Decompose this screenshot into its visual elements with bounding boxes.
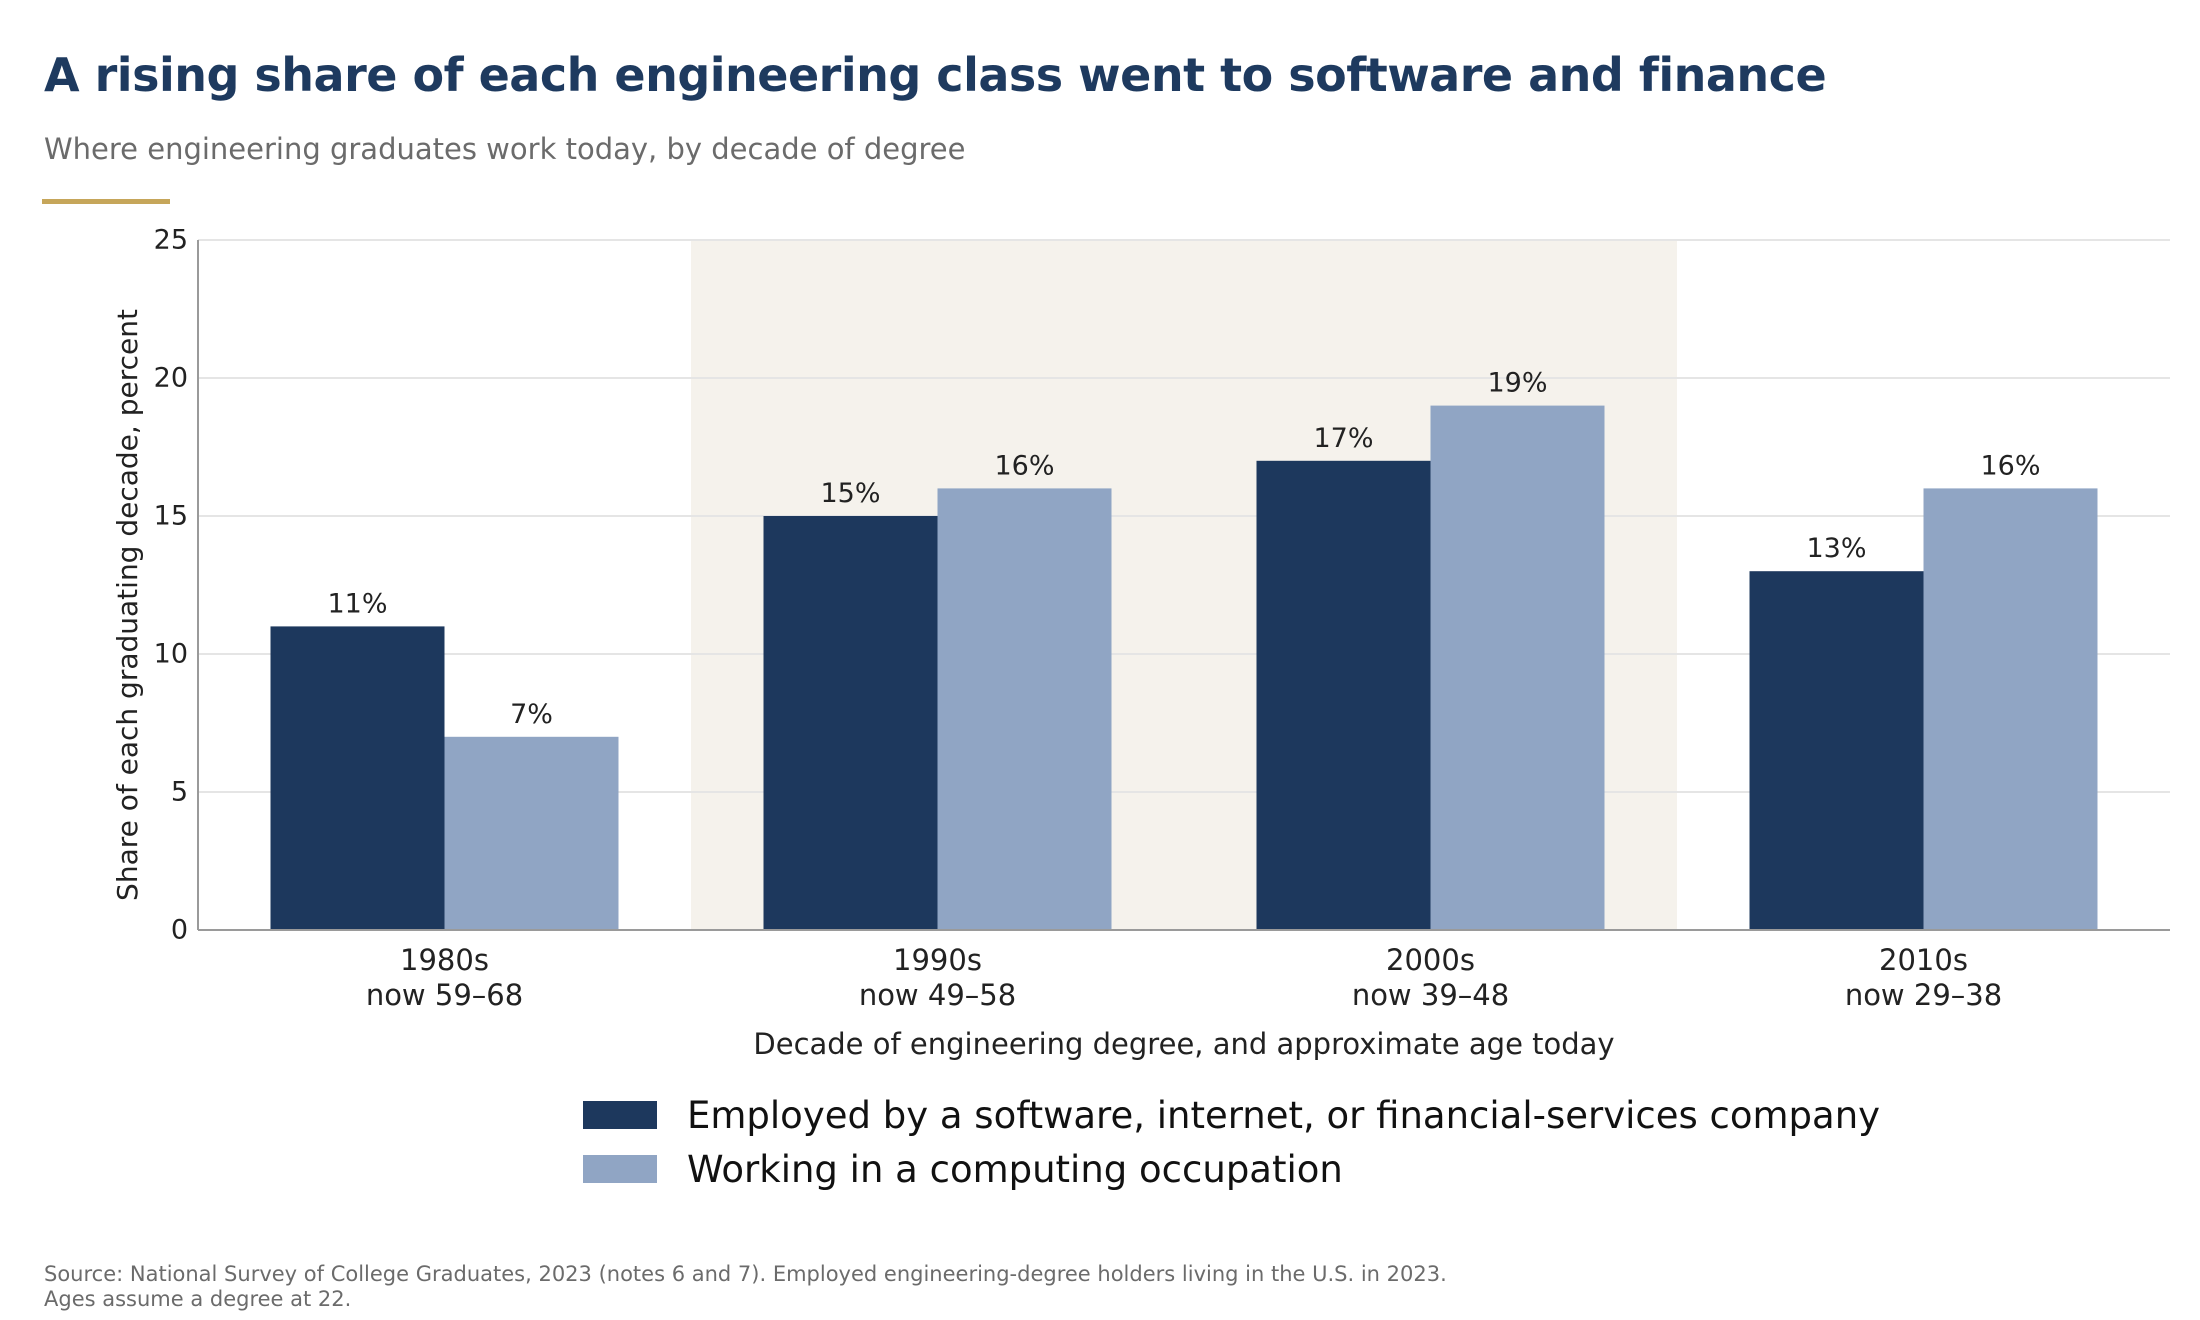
x-tick-sublabel: now 49–58 bbox=[859, 978, 1016, 1012]
legend-swatch-series-1 bbox=[583, 1101, 657, 1129]
y-tick-label: 25 bbox=[154, 225, 188, 256]
x-axis-title: Decade of engineering degree, and approx… bbox=[753, 1027, 1614, 1061]
x-tick-sublabel: now 29–38 bbox=[1845, 978, 2002, 1012]
bar-value-label: 16% bbox=[994, 450, 1054, 481]
legend-item-series-1: Employed by a software, internet, or fin… bbox=[583, 1088, 1880, 1142]
y-tick-label: 20 bbox=[154, 363, 188, 394]
bar bbox=[937, 488, 1112, 930]
x-tick-label: 1990s bbox=[893, 943, 982, 977]
bar-chart: 051015202511%15%17%13%7%16%19%16%1980sno… bbox=[111, 225, 2170, 1061]
x-tick-label: 2000s bbox=[1386, 943, 1475, 977]
x-tick-label: 1980s bbox=[400, 943, 489, 977]
bar-value-label: 13% bbox=[1806, 533, 1866, 564]
x-tick-sublabel: now 39–48 bbox=[1352, 978, 1509, 1012]
source-line-1: Source: National Survey of College Gradu… bbox=[44, 1262, 1447, 1286]
x-tick-label: 2010s bbox=[1879, 943, 1968, 977]
accent-rule bbox=[42, 199, 170, 204]
source-note: Source: National Survey of College Gradu… bbox=[44, 1262, 1447, 1312]
bar bbox=[444, 736, 619, 930]
legend-item-series-2: Working in a computing occupation bbox=[583, 1142, 1880, 1196]
bar bbox=[1923, 488, 2098, 930]
bar-value-label: 17% bbox=[1313, 423, 1373, 454]
y-tick-label: 5 bbox=[171, 777, 188, 808]
x-tick-sublabel: now 59–68 bbox=[366, 978, 523, 1012]
chart-title: A rising share of each engineering class… bbox=[44, 48, 1827, 102]
legend-label-series-2: Working in a computing occupation bbox=[687, 1147, 1343, 1191]
bar bbox=[1256, 460, 1431, 930]
legend: Employed by a software, internet, or fin… bbox=[583, 1088, 1880, 1196]
bar bbox=[270, 626, 445, 930]
legend-swatch-series-2 bbox=[583, 1155, 657, 1183]
bar-value-label: 16% bbox=[1980, 450, 2040, 481]
legend-label-series-1: Employed by a software, internet, or fin… bbox=[687, 1093, 1881, 1137]
y-tick-label: 0 bbox=[171, 915, 188, 946]
bar-value-label: 11% bbox=[327, 588, 387, 619]
bar bbox=[763, 516, 938, 930]
bar-value-label: 7% bbox=[510, 699, 553, 730]
y-tick-label: 15 bbox=[154, 501, 188, 532]
source-line-2: Ages assume a degree at 22. bbox=[44, 1287, 352, 1311]
bar bbox=[1749, 571, 1924, 930]
y-axis-title: Share of each graduating decade, percent bbox=[111, 309, 144, 901]
y-tick-label: 10 bbox=[154, 639, 188, 670]
bar-value-label: 15% bbox=[820, 478, 880, 509]
chart-subtitle: Where engineering graduates work today, … bbox=[44, 132, 966, 166]
bar bbox=[1430, 405, 1605, 931]
bar-value-label: 19% bbox=[1487, 368, 1547, 399]
